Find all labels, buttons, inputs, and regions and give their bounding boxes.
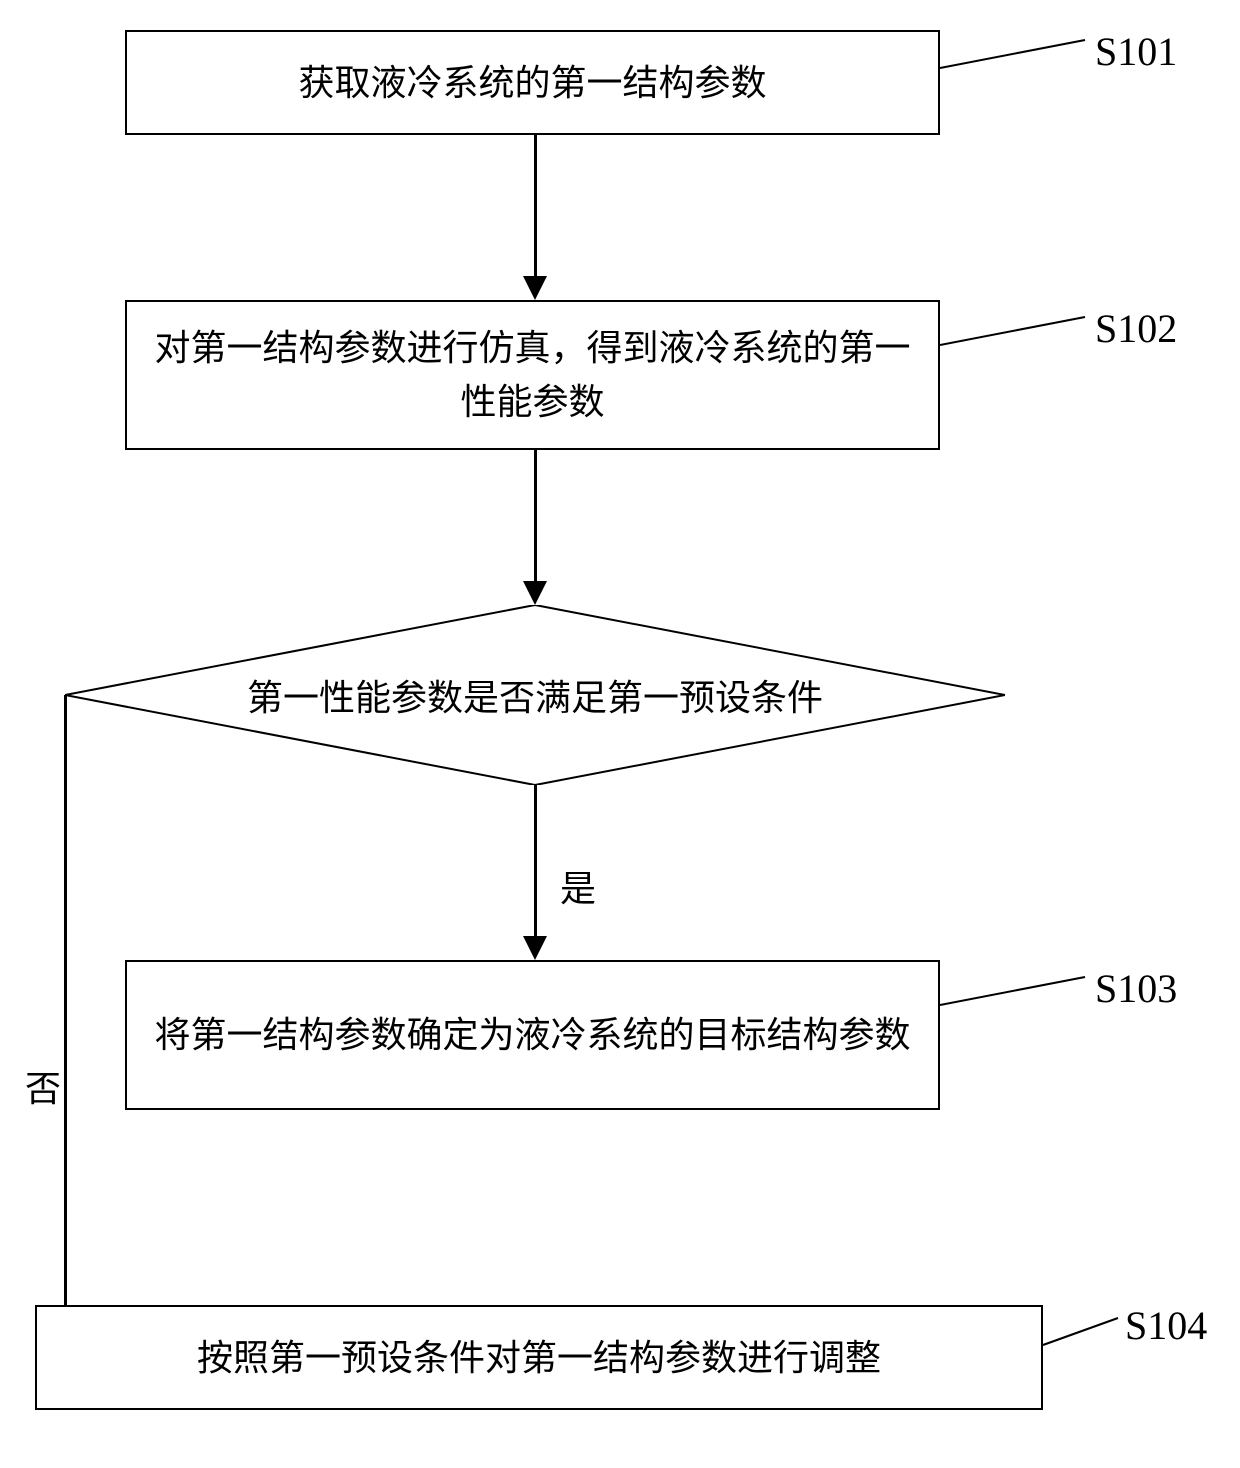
label-s103: S103 <box>1095 965 1177 1012</box>
process-box-s104: 按照第一预设条件对第一结构参数进行调整 <box>35 1305 1043 1410</box>
arrowhead-decision-s103 <box>523 936 547 960</box>
arrowhead-s102-decision <box>523 581 547 605</box>
arrow-s101-s102 <box>534 135 537 280</box>
s102-text: 对第一结构参数进行仿真，得到液冷系统的第一性能参数 <box>147 321 918 429</box>
decision-diamond: 第一性能参数是否满足第一预设条件 <box>65 605 1005 785</box>
arrow-decision-s103 <box>534 785 537 940</box>
decision-text: 第一性能参数是否满足第一预设条件 <box>65 605 1005 785</box>
process-box-s101: 获取液冷系统的第一结构参数 <box>125 30 940 135</box>
s103-text: 将第一结构参数确定为液冷系统的目标结构参数 <box>154 1008 910 1062</box>
yes-label: 是 <box>560 860 596 912</box>
leader-line-s102 <box>940 305 1090 355</box>
s101-text: 获取液冷系统的第一结构参数 <box>298 56 766 110</box>
arrow-s102-decision <box>534 450 537 585</box>
arrowhead-s101-s102 <box>523 276 547 300</box>
process-box-s103: 将第一结构参数确定为液冷系统的目标结构参数 <box>125 960 940 1110</box>
label-s101: S101 <box>1095 28 1177 75</box>
label-s104: S104 <box>1125 1302 1207 1349</box>
no-label: 否 <box>25 1060 61 1112</box>
s104-text: 按照第一预设条件对第一结构参数进行调整 <box>197 1331 881 1385</box>
leader-line-s101 <box>940 28 1090 78</box>
label-s102: S102 <box>1095 305 1177 352</box>
leader-line-s104 <box>1043 1302 1123 1352</box>
process-box-s102: 对第一结构参数进行仿真，得到液冷系统的第一性能参数 <box>125 300 940 450</box>
leader-line-s103 <box>940 965 1090 1015</box>
flowchart-container: 获取液冷系统的第一结构参数 S101 对第一结构参数进行仿真，得到液冷系统的第一… <box>0 0 1240 1468</box>
arrow-decision-s104-vertical <box>64 695 67 1355</box>
